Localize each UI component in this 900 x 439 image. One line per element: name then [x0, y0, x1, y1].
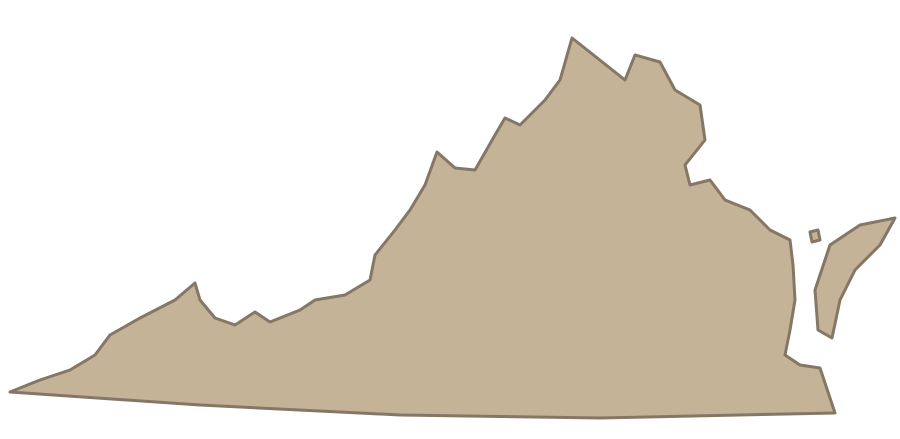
island-shape	[808, 228, 822, 244]
mainland-shape	[8, 36, 837, 420]
eastern-shore-shape	[813, 216, 897, 340]
